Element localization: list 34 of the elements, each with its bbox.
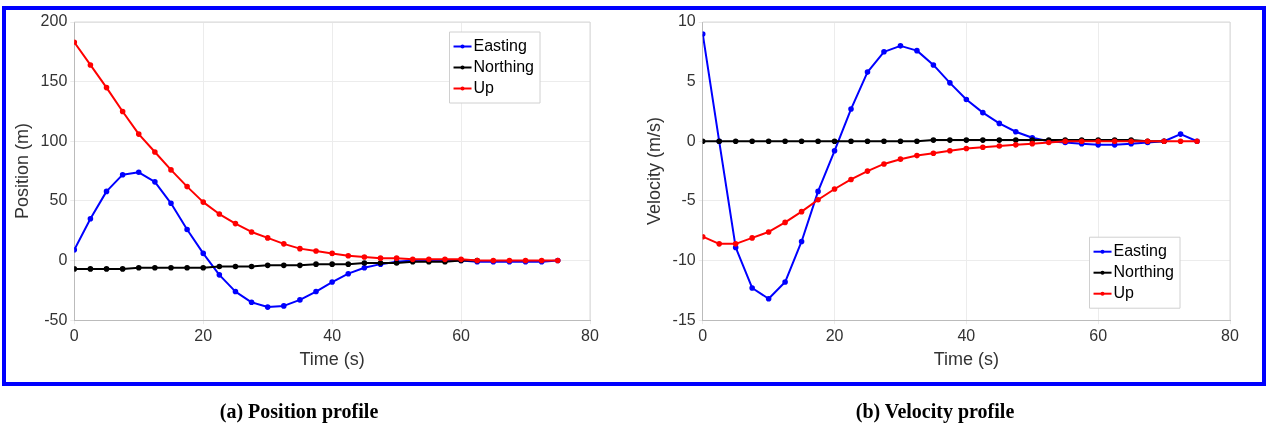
x-tick-label: 40 — [323, 327, 342, 345]
y-tick-label: 200 — [40, 12, 68, 30]
y-tick-label: 100 — [40, 131, 68, 149]
legend-label: Easting — [1113, 242, 1167, 260]
legend-label: Up — [473, 78, 495, 96]
text: (b) Velocity profile — [855, 400, 1015, 424]
x-tick-label: 60 — [1089, 327, 1108, 345]
legend-label: Northing — [1113, 263, 1175, 281]
y-tick-label: 10 — [677, 12, 696, 30]
text: (a) Position profile — [219, 400, 379, 424]
y-axis-title: Position (m) — [11, 123, 32, 220]
y-tick-label: 0 — [686, 131, 696, 149]
x-tick-label: 40 — [957, 327, 976, 345]
x-tick-label: 0 — [698, 327, 708, 345]
x-tick-label: 60 — [452, 327, 471, 345]
legend-label: Easting — [473, 36, 527, 54]
x-tick-label: 0 — [69, 327, 79, 345]
y-tick-label: 5 — [686, 72, 696, 90]
x-axis-title: Time (s) — [933, 349, 1000, 370]
legend-label: Northing — [473, 57, 535, 75]
legend-label: Up — [1113, 284, 1135, 302]
x-tick-label: 80 — [1221, 327, 1239, 345]
y-tick-label: -50 — [44, 310, 68, 328]
y-axis-title: Velocity (m/s) — [643, 117, 664, 226]
y-tick-label: 0 — [58, 250, 68, 268]
x-axis-title: Time (s) — [299, 349, 365, 370]
x-tick-label: 20 — [194, 327, 213, 345]
y-tick-label: -10 — [672, 250, 696, 268]
y-tick-label: 150 — [40, 72, 68, 90]
y-tick-label: -5 — [681, 191, 696, 209]
y-tick-label: 50 — [49, 191, 68, 209]
y-tick-label: -15 — [672, 310, 696, 328]
x-tick-label: 20 — [825, 327, 844, 345]
x-tick-label: 80 — [581, 327, 599, 345]
